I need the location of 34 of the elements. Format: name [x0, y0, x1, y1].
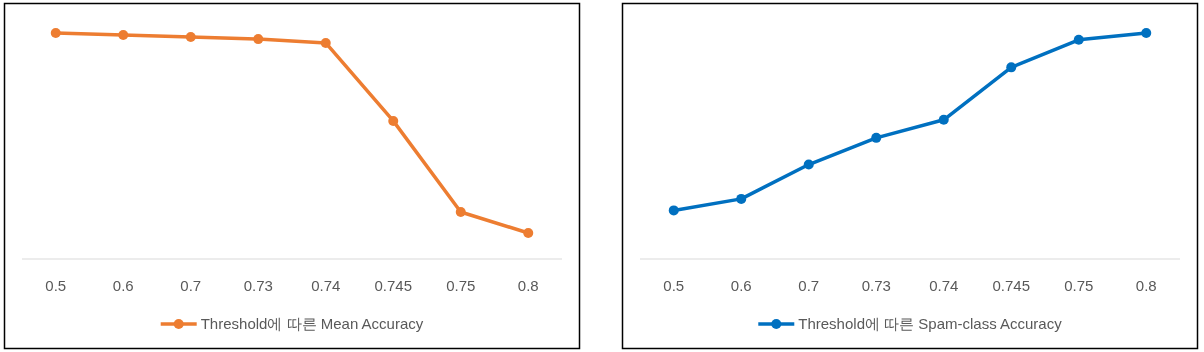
x-tick-label: 0.74 [311, 277, 341, 294]
point [736, 193, 747, 204]
point [803, 159, 814, 170]
x-tick-label: 0.74 [929, 277, 959, 294]
x-tick-label: 0.5 [663, 277, 685, 294]
x-tick-label: 0.7 [180, 277, 202, 294]
point [388, 115, 399, 126]
x-tick-label: 0.745 [374, 277, 413, 294]
point [118, 30, 129, 41]
x-tick-label: 0.75 [446, 277, 476, 294]
x-tick-label: 0.6 [730, 277, 752, 294]
point [185, 32, 196, 43]
point [1073, 34, 1084, 45]
x-tick-label: 0.7 [798, 277, 820, 294]
x-tick-label: 0.5 [45, 277, 67, 294]
x-tick-label: 0.6 [112, 277, 134, 294]
x-tick-label: 0.75 [1064, 277, 1094, 294]
x-tick-label: 0.73 [861, 277, 891, 294]
point [1141, 28, 1152, 38]
point [1006, 62, 1017, 73]
x-tick-label: 0.73 [243, 277, 273, 294]
point [523, 228, 534, 239]
legend-label: Threshold에 따른 Spam-class Accuracy [798, 315, 1063, 332]
point [668, 205, 679, 216]
x-tick-label: 0.745 [992, 277, 1031, 294]
x-tick-label: 0.8 [517, 277, 539, 294]
point [938, 114, 949, 125]
point [871, 132, 882, 143]
point [50, 28, 61, 38]
point [320, 37, 331, 48]
point [253, 34, 264, 45]
point [455, 206, 466, 217]
legend-label: Threshold에 따른 Mean Accuracy [200, 315, 424, 332]
x-tick-label: 0.8 [1135, 277, 1157, 294]
